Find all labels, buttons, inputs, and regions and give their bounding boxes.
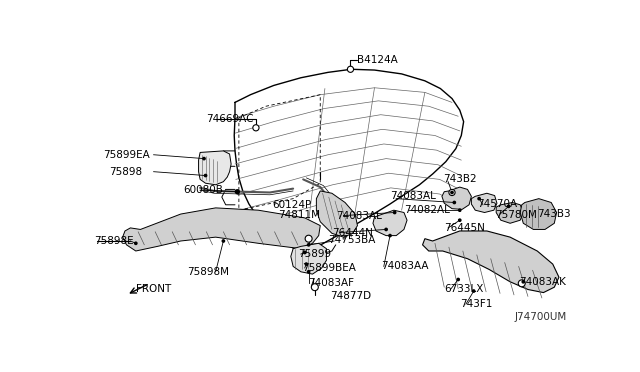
Text: FRONT: FRONT bbox=[136, 285, 171, 295]
Text: 74083AL: 74083AL bbox=[390, 191, 436, 201]
Circle shape bbox=[520, 281, 524, 285]
Circle shape bbox=[449, 189, 455, 196]
Circle shape bbox=[394, 211, 396, 214]
Text: 74082AL: 74082AL bbox=[404, 205, 450, 215]
Text: 76444N: 76444N bbox=[332, 228, 372, 237]
Text: 74083AK: 74083AK bbox=[518, 277, 566, 287]
Text: 76445N: 76445N bbox=[444, 223, 485, 233]
Polygon shape bbox=[442, 187, 472, 209]
Circle shape bbox=[134, 242, 137, 244]
Circle shape bbox=[236, 190, 239, 193]
Circle shape bbox=[236, 190, 239, 194]
Circle shape bbox=[305, 235, 312, 242]
Text: 74083AA: 74083AA bbox=[381, 262, 428, 272]
Circle shape bbox=[349, 68, 352, 71]
Circle shape bbox=[451, 191, 453, 194]
Text: 74753BA: 74753BA bbox=[328, 235, 376, 245]
Circle shape bbox=[203, 157, 205, 160]
Polygon shape bbox=[422, 231, 559, 293]
Text: 6733LX: 6733LX bbox=[444, 285, 484, 295]
Text: 74877D: 74877D bbox=[330, 291, 371, 301]
Circle shape bbox=[459, 219, 461, 221]
Text: 743F1: 743F1 bbox=[461, 299, 493, 309]
Text: 75898E: 75898E bbox=[94, 236, 134, 246]
Text: 75898M: 75898M bbox=[187, 267, 229, 277]
Circle shape bbox=[204, 174, 207, 177]
Polygon shape bbox=[198, 151, 231, 185]
Text: 75898: 75898 bbox=[109, 167, 143, 177]
Text: 75899EA: 75899EA bbox=[103, 150, 150, 160]
Circle shape bbox=[472, 290, 475, 292]
Polygon shape bbox=[316, 191, 358, 237]
Circle shape bbox=[453, 201, 456, 203]
Polygon shape bbox=[520, 199, 557, 230]
Circle shape bbox=[253, 125, 259, 131]
Text: B4124A: B4124A bbox=[358, 55, 398, 65]
Text: 743B2: 743B2 bbox=[443, 174, 476, 185]
Text: 74083AL: 74083AL bbox=[336, 211, 381, 221]
Circle shape bbox=[522, 280, 524, 283]
Circle shape bbox=[389, 234, 391, 237]
Circle shape bbox=[348, 66, 353, 73]
Text: 60124P: 60124P bbox=[272, 200, 312, 210]
Circle shape bbox=[307, 244, 310, 246]
Circle shape bbox=[311, 284, 318, 291]
Text: 74811M: 74811M bbox=[278, 210, 319, 220]
Text: 60080B: 60080B bbox=[183, 185, 223, 195]
Circle shape bbox=[307, 271, 310, 273]
Polygon shape bbox=[496, 202, 524, 223]
Text: 743B3: 743B3 bbox=[537, 209, 571, 219]
Text: 75899BEA: 75899BEA bbox=[301, 263, 356, 273]
Text: 75780M: 75780M bbox=[495, 210, 537, 220]
Circle shape bbox=[457, 278, 460, 280]
Circle shape bbox=[451, 191, 454, 194]
Circle shape bbox=[254, 126, 257, 129]
Text: 74570A: 74570A bbox=[477, 199, 517, 209]
Polygon shape bbox=[373, 210, 407, 235]
Circle shape bbox=[508, 205, 509, 208]
Polygon shape bbox=[472, 193, 497, 212]
Text: 74083AF: 74083AF bbox=[308, 278, 354, 288]
Circle shape bbox=[305, 263, 307, 265]
Circle shape bbox=[518, 280, 525, 287]
Circle shape bbox=[478, 198, 480, 200]
Circle shape bbox=[313, 285, 317, 289]
Text: 75899: 75899 bbox=[298, 249, 332, 259]
Polygon shape bbox=[123, 208, 320, 251]
Text: 74669AC: 74669AC bbox=[206, 113, 254, 124]
Circle shape bbox=[385, 228, 387, 231]
Polygon shape bbox=[291, 243, 326, 274]
Circle shape bbox=[222, 240, 225, 242]
Circle shape bbox=[303, 251, 306, 254]
Text: J74700UM: J74700UM bbox=[515, 312, 567, 322]
Circle shape bbox=[459, 209, 461, 211]
Circle shape bbox=[307, 237, 310, 241]
